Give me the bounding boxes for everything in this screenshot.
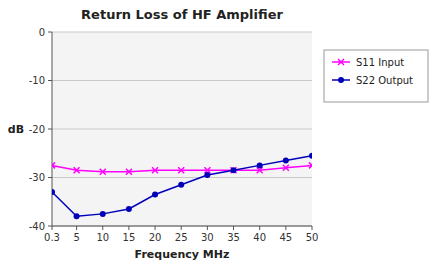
tick-mark	[48, 80, 52, 81]
legend-marker	[338, 59, 344, 65]
tick-label: 30	[201, 232, 214, 243]
point	[178, 167, 184, 173]
tick-mark	[128, 226, 129, 230]
tick-label: 5	[73, 232, 79, 243]
tick-label: -20	[29, 124, 45, 135]
tick-mark	[48, 177, 52, 178]
point	[52, 189, 55, 195]
tick-label: 50	[306, 232, 319, 243]
legend-marker	[338, 77, 344, 83]
tick-label: -30	[29, 172, 45, 183]
legend-label: S22 Output	[356, 75, 413, 86]
tick-label: 10	[96, 232, 109, 243]
tick-mark	[155, 226, 156, 230]
tick-mark	[233, 226, 234, 230]
point	[231, 167, 237, 173]
point	[74, 167, 80, 173]
tick-label: 0.3	[44, 232, 60, 243]
tick-label: -40	[29, 221, 45, 232]
point	[204, 172, 210, 178]
title: Return Loss of HF Amplifier	[81, 7, 283, 22]
point	[309, 153, 312, 159]
point	[126, 169, 132, 175]
grid-line	[52, 177, 312, 178]
tick-mark	[207, 226, 208, 230]
legend-label: S11 Input	[356, 57, 404, 68]
point	[283, 165, 289, 171]
legend-box	[324, 50, 428, 102]
point	[126, 206, 132, 212]
point	[52, 162, 55, 168]
tick-label: 25	[175, 232, 188, 243]
tick-mark	[76, 226, 77, 230]
tick-mark	[48, 129, 52, 130]
tick-mark	[102, 226, 103, 230]
tick-label: 45	[279, 232, 292, 243]
y-axis-label: dB	[8, 123, 24, 136]
tick-mark	[285, 226, 286, 230]
chart: 0 -10 -20 -30 -400.3 5 10 15 20 25 30 35 40 45 50 Retur…	[0, 0, 434, 276]
tick-label: 40	[253, 232, 266, 243]
tick-label: 20	[149, 232, 162, 243]
y-axis	[52, 32, 53, 226]
plot-area	[52, 32, 312, 226]
point	[231, 167, 237, 173]
point	[100, 169, 106, 175]
series-line	[52, 156, 312, 217]
point	[283, 158, 289, 164]
point	[152, 191, 158, 197]
tick-mark	[48, 226, 52, 227]
x-axis	[52, 226, 312, 227]
x-axis-label: Frequency MHz	[135, 248, 230, 261]
plot-data	[52, 153, 312, 220]
tick-label: 0	[39, 27, 45, 38]
tick-mark	[48, 32, 52, 33]
point	[100, 211, 106, 217]
point	[74, 213, 80, 219]
point	[178, 182, 184, 188]
tick-mark	[52, 226, 53, 230]
tick-label: 15	[123, 232, 136, 243]
tick-label: -10	[29, 75, 45, 86]
grid-line	[52, 226, 312, 227]
grid-line	[52, 129, 312, 130]
tick-mark	[259, 226, 260, 230]
legend: S11 Input S22 Output	[324, 50, 428, 102]
tick-mark	[312, 226, 313, 230]
point	[309, 162, 312, 168]
point	[152, 167, 158, 173]
grid-line	[52, 80, 312, 81]
grid-line	[52, 32, 312, 33]
tick-mark	[181, 226, 182, 230]
point	[257, 162, 263, 168]
tick-label: 35	[227, 232, 240, 243]
